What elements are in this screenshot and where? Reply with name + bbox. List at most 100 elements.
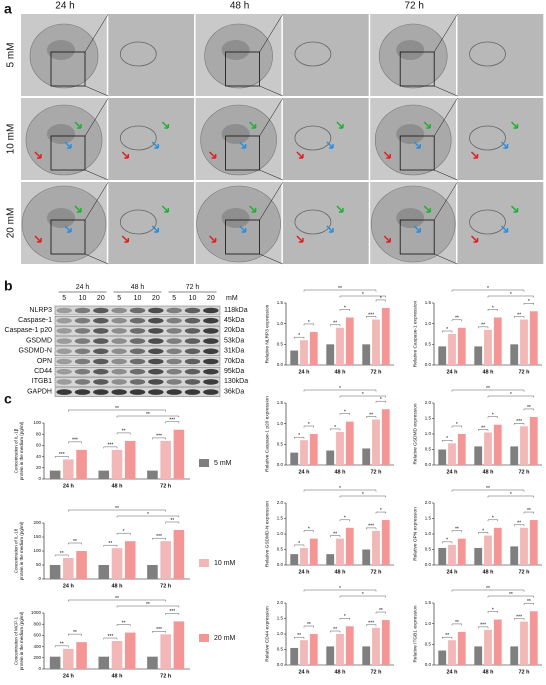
sig-bracket	[339, 595, 386, 598]
y-tick-label: 20	[36, 465, 42, 470]
y-tick-label: 200	[33, 520, 41, 525]
sig-star: **	[115, 596, 119, 602]
zoom-line	[84, 85, 109, 97]
sig-bracket	[442, 541, 453, 544]
bar	[147, 656, 158, 669]
zoom-line	[259, 181, 284, 221]
y-tick-label: 0	[38, 666, 41, 671]
bar	[124, 632, 136, 669]
x-tick-label: 24 h	[298, 669, 310, 675]
sig-bracket	[451, 489, 525, 492]
band	[203, 317, 219, 324]
sig-star: **	[517, 521, 521, 527]
arrow	[383, 151, 391, 159]
blot-conc: 5	[62, 295, 66, 302]
y-tick-label: 1.5	[425, 416, 432, 421]
sig-star: **	[455, 316, 459, 322]
bar	[160, 634, 171, 669]
band	[111, 338, 127, 344]
band	[129, 348, 146, 355]
arrow	[510, 121, 519, 129]
zoom-box	[225, 135, 261, 171]
sig-star: **	[115, 406, 119, 412]
protein-size: 118kDa	[224, 307, 248, 314]
arrow	[121, 151, 130, 159]
band	[129, 389, 146, 395]
bar	[510, 446, 519, 465]
x-tick-label: 72 h	[370, 569, 382, 575]
protein-size: 45kDa	[224, 317, 244, 324]
arrow	[500, 141, 509, 149]
sig-bracket	[303, 589, 377, 592]
sig-bracket	[68, 441, 82, 444]
sig-star: *	[380, 397, 382, 403]
band	[148, 389, 164, 395]
band	[184, 328, 201, 334]
band	[56, 328, 72, 334]
sig-star: ***	[480, 623, 486, 629]
band	[148, 338, 164, 344]
zoom-line	[434, 85, 458, 97]
blot-time: 72 h	[186, 284, 200, 291]
bar	[290, 554, 299, 565]
sig-star: *	[147, 512, 149, 518]
bar	[111, 449, 123, 479]
x-tick-label: 48 h	[482, 669, 494, 675]
protein-size: 53kDa	[224, 337, 244, 344]
zoom-line	[434, 169, 458, 181]
arrow	[413, 225, 421, 233]
bar	[362, 344, 371, 365]
zoom-line	[433, 97, 458, 137]
sig-star: **	[122, 429, 126, 435]
sig-bracket	[451, 289, 525, 292]
sig-bracket	[523, 303, 534, 305]
band	[93, 328, 109, 334]
band	[129, 358, 146, 365]
y-tick-label: 60	[36, 443, 42, 448]
arrow	[209, 235, 217, 243]
sig-star: ***	[72, 438, 78, 444]
arrow	[296, 235, 304, 243]
arrow	[161, 121, 170, 129]
sig-star: **	[455, 620, 459, 626]
bar	[124, 440, 136, 479]
sig-bracket	[68, 599, 166, 602]
y-axis-label: Relative CD44 expression	[264, 606, 270, 662]
sig-star: *	[334, 425, 336, 431]
y-axis-label: Concentration of IL-1β	[13, 428, 18, 473]
band	[93, 317, 109, 324]
sig-bracket	[339, 309, 350, 311]
band	[184, 307, 201, 314]
y-tick-label: 0.5	[425, 642, 432, 647]
panel-label: a	[4, 1, 12, 17]
bar	[529, 311, 538, 365]
band	[203, 358, 219, 365]
y-tick-label: 400	[33, 644, 41, 649]
em-zoom	[457, 98, 544, 180]
band	[129, 379, 146, 385]
sig-star: *	[446, 538, 448, 544]
sig-bracket	[451, 425, 462, 428]
band	[184, 368, 201, 375]
y-axis-label: Relative OPN expression	[412, 507, 418, 561]
sig-star: ***	[59, 452, 65, 458]
band	[111, 317, 127, 324]
time-header: 72 h	[404, 1, 423, 12]
x-tick-label: 24 h	[298, 469, 310, 475]
blot-conc: 20	[97, 295, 105, 302]
band	[184, 358, 201, 365]
sig-bracket	[366, 527, 377, 530]
band	[184, 348, 201, 355]
sig-star: **	[115, 506, 119, 512]
band	[166, 389, 182, 395]
band	[56, 368, 72, 375]
arrow	[336, 205, 344, 213]
y-tick-label: 200	[33, 655, 41, 660]
zoom-line	[259, 13, 284, 53]
sig-star: **	[333, 531, 337, 537]
zoom-box	[399, 219, 435, 255]
sig-star: **	[527, 599, 531, 605]
sig-bracket	[116, 432, 131, 435]
band	[166, 328, 182, 334]
bar	[98, 470, 110, 479]
